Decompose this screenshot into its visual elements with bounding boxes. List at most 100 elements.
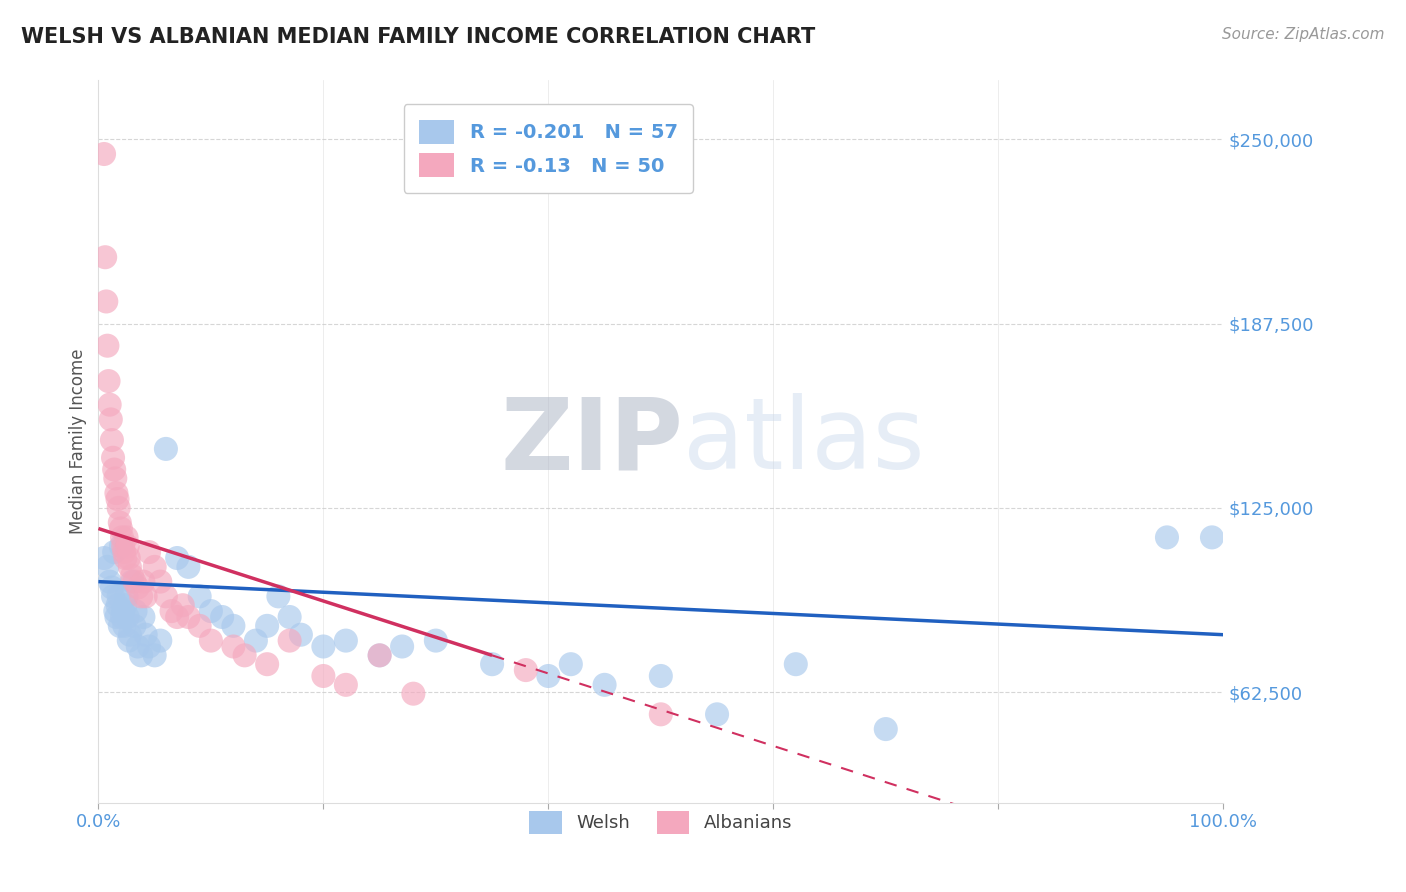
Point — [706, 707, 728, 722]
Point — [135, 628, 157, 642]
Point — [233, 648, 256, 663]
Point — [127, 581, 149, 595]
Y-axis label: Median Family Income: Median Family Income — [69, 349, 87, 534]
Point — [177, 560, 200, 574]
Point — [177, 610, 200, 624]
Point — [200, 633, 222, 648]
Point — [149, 574, 172, 589]
Point — [96, 294, 118, 309]
Point — [107, 491, 129, 506]
Point — [112, 619, 135, 633]
Point — [97, 374, 120, 388]
Point — [132, 574, 155, 589]
Legend: Welsh, Albanians: Welsh, Albanians — [522, 805, 800, 841]
Point — [267, 590, 290, 604]
Point — [93, 147, 115, 161]
Point — [160, 604, 183, 618]
Point — [143, 560, 166, 574]
Point — [166, 610, 188, 624]
Point — [1156, 530, 1178, 544]
Point — [188, 619, 211, 633]
Text: atlas: atlas — [683, 393, 925, 490]
Point — [111, 610, 134, 624]
Point — [115, 530, 138, 544]
Point — [155, 442, 177, 456]
Point — [222, 640, 245, 654]
Point — [114, 551, 136, 566]
Point — [138, 640, 160, 654]
Point — [188, 590, 211, 604]
Point — [211, 610, 233, 624]
Point — [111, 530, 134, 544]
Point — [103, 545, 125, 559]
Point — [290, 628, 312, 642]
Point — [93, 551, 115, 566]
Point — [312, 640, 335, 654]
Point — [593, 678, 616, 692]
Point — [132, 610, 155, 624]
Point — [104, 471, 127, 485]
Point — [101, 581, 124, 595]
Point — [312, 669, 335, 683]
Point — [118, 628, 141, 642]
Point — [112, 545, 135, 559]
Point — [94, 250, 117, 264]
Point — [222, 619, 245, 633]
Point — [96, 339, 118, 353]
Point — [101, 590, 124, 604]
Point — [105, 610, 128, 624]
Point — [104, 604, 127, 618]
Text: Source: ZipAtlas.com: Source: ZipAtlas.com — [1222, 27, 1385, 42]
Point — [118, 551, 141, 566]
Point — [124, 604, 146, 618]
Point — [114, 598, 136, 612]
Point — [1201, 530, 1223, 544]
Point — [124, 619, 146, 633]
Point — [117, 610, 139, 624]
Point — [368, 648, 391, 663]
Point — [481, 657, 503, 672]
Point — [155, 590, 177, 604]
Point — [117, 539, 139, 553]
Point — [108, 516, 131, 530]
Point — [166, 551, 188, 566]
Point — [112, 604, 135, 618]
Point — [129, 590, 152, 604]
Point — [107, 500, 129, 515]
Point — [108, 619, 131, 633]
Point — [129, 648, 152, 663]
Point — [115, 590, 138, 604]
Point — [537, 669, 560, 683]
Point — [124, 574, 146, 589]
Point — [335, 633, 357, 648]
Point — [560, 657, 582, 672]
Point — [368, 648, 391, 663]
Point — [515, 663, 537, 677]
Point — [107, 598, 129, 612]
Point — [96, 560, 118, 574]
Point — [101, 433, 124, 447]
Point — [110, 539, 132, 553]
Point — [100, 412, 122, 426]
Point — [149, 633, 172, 648]
Point — [127, 640, 149, 654]
Point — [98, 398, 121, 412]
Point — [138, 545, 160, 559]
Point — [256, 619, 278, 633]
Point — [107, 590, 129, 604]
Point — [425, 633, 447, 648]
Point — [98, 574, 121, 589]
Point — [785, 657, 807, 672]
Point — [110, 522, 132, 536]
Text: WELSH VS ALBANIAN MEDIAN FAMILY INCOME CORRELATION CHART: WELSH VS ALBANIAN MEDIAN FAMILY INCOME C… — [21, 27, 815, 46]
Point — [278, 610, 301, 624]
Point — [391, 640, 413, 654]
Point — [103, 462, 125, 476]
Point — [650, 669, 672, 683]
Point — [101, 450, 124, 465]
Point — [105, 486, 128, 500]
Text: ZIP: ZIP — [501, 393, 683, 490]
Point — [278, 633, 301, 648]
Point — [121, 574, 143, 589]
Point — [112, 539, 135, 553]
